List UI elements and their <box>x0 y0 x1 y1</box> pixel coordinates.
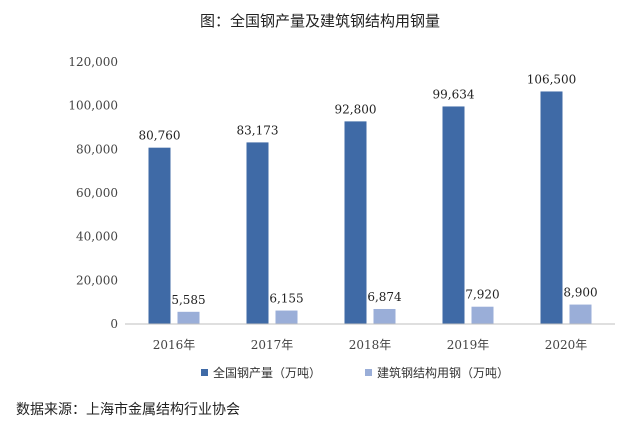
y-tick-label: 0 <box>110 317 118 331</box>
data-labels: 80,760 5,585 83,173 6,155 92,800 6,874 99,634 7… <box>139 72 598 306</box>
x-axis: 2016年 2017年 2018年 2019年 2020年 <box>125 323 615 352</box>
y-tick-label: 20,000 <box>76 273 118 287</box>
data-label: 80,760 <box>139 129 181 143</box>
data-label: 6,155 <box>269 292 303 306</box>
bar-series-1 <box>540 91 563 324</box>
y-tick-label: 60,000 <box>76 186 118 200</box>
data-label: 99,634 <box>433 87 475 101</box>
y-tick-label: 80,000 <box>76 142 118 156</box>
bar-series-2 <box>569 304 592 324</box>
bar-series-1 <box>344 121 367 325</box>
legend-swatch <box>201 369 208 376</box>
data-label: 92,800 <box>335 102 377 116</box>
bar-series-1 <box>148 147 171 324</box>
y-tick-label: 120,000 <box>68 55 118 69</box>
bar-series-1 <box>442 106 465 325</box>
data-label: 5,585 <box>171 293 205 307</box>
legend: 全国钢产量（万吨） 建筑钢结构用钢（万吨） <box>201 365 509 380</box>
y-tick-label: 100,000 <box>68 99 118 113</box>
data-label: 6,874 <box>367 290 402 304</box>
y-tick-label: 40,000 <box>76 230 118 244</box>
chart-title: 图：全国钢产量及建筑钢结构用钢量 <box>199 12 440 30</box>
legend-swatch <box>365 369 372 376</box>
bars <box>148 91 592 325</box>
legend-label: 建筑钢结构用钢（万吨） <box>377 365 509 380</box>
data-label: 7,920 <box>465 288 499 302</box>
legend-label: 全国钢产量（万吨） <box>213 365 321 380</box>
y-axis: 0 20,000 40,000 60,000 80,000 100,000 120,000 <box>68 55 118 331</box>
x-tick-label: 2018年 <box>349 338 392 352</box>
bar-series-2 <box>275 310 298 324</box>
x-tick-label: 2017年 <box>251 338 294 352</box>
bar-series-2 <box>373 308 396 324</box>
source-note: 数据来源：上海市金属结构行业协会 <box>16 402 240 418</box>
bar-series-1 <box>246 142 269 324</box>
data-label: 106,500 <box>527 72 577 86</box>
x-tick-label: 2020年 <box>545 338 588 352</box>
bar-series-2 <box>177 311 200 324</box>
x-tick-label: 2016年 <box>153 338 196 352</box>
data-label: 8,900 <box>563 286 597 300</box>
bar-series-2 <box>471 306 494 324</box>
x-tick-label: 2019年 <box>447 338 490 352</box>
data-label: 83,173 <box>237 123 279 137</box>
